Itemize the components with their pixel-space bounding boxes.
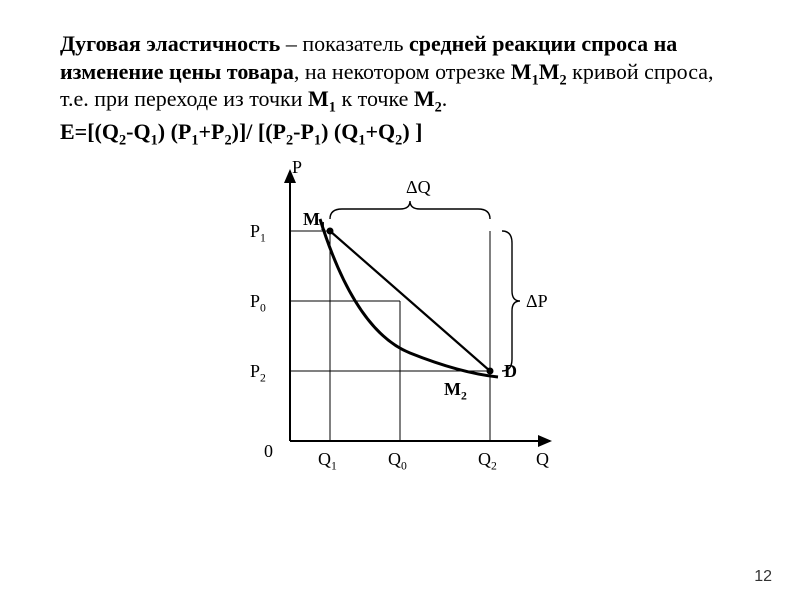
page-number: 12 bbox=[754, 568, 772, 586]
tick-label-p0: P0 bbox=[250, 291, 266, 312]
term: Дуговая эластичность bbox=[60, 31, 280, 56]
tick-label-q2: Q2 bbox=[478, 449, 497, 470]
origin-label: 0 bbox=[264, 441, 273, 462]
delta-q-label: ΔQ bbox=[406, 177, 431, 198]
tick-label-p2: P2 bbox=[250, 361, 266, 382]
axis-label-p: P bbox=[292, 157, 302, 178]
point-label-m2: M2 bbox=[444, 379, 467, 400]
tick-label-p1: P1 bbox=[250, 221, 266, 242]
curve-label-d: D bbox=[504, 361, 517, 382]
axis-label-q: Q bbox=[536, 449, 549, 470]
point-label-m1: M1 bbox=[303, 209, 326, 230]
tick-label-q0: Q0 bbox=[388, 449, 407, 470]
delta-p-label: ΔP bbox=[526, 291, 548, 312]
arc-elasticity-diagram: P P1 P0 P2 0 Q1 Q0 Q2 Q M1 M2 D ΔQ ΔP bbox=[190, 151, 610, 491]
tick-label-q1: Q1 bbox=[318, 449, 337, 470]
diagram-canvas bbox=[190, 151, 610, 491]
definition-paragraph: Дуговая эластичность – показатель средне… bbox=[60, 30, 740, 113]
elasticity-formula: E=[(Q2-Q1) (P1+P2)]/ [(P2-P1) (Q1+Q2) ] bbox=[60, 119, 740, 145]
